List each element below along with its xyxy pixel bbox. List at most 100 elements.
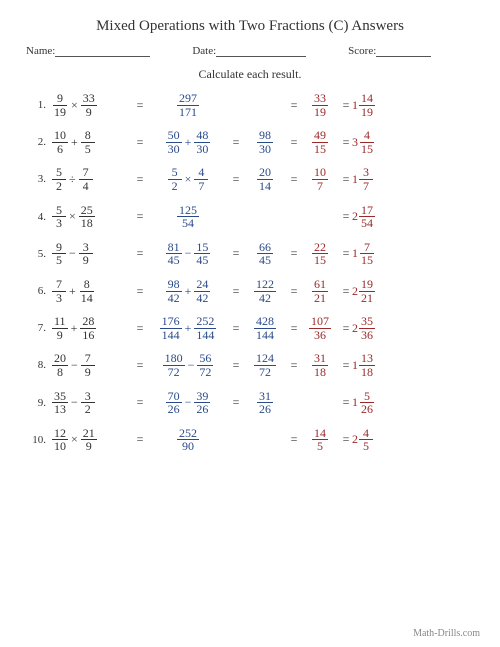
mixed-result: 3415 xyxy=(352,129,392,155)
fraction: 106 xyxy=(52,129,68,155)
fraction: 1754 xyxy=(359,204,375,230)
problem-lhs: 95−39 xyxy=(52,241,134,267)
combined-step: 9830 xyxy=(242,129,288,155)
fraction: 47 xyxy=(194,166,208,192)
fraction: 32 xyxy=(81,390,95,416)
work-step: 9842+2442 xyxy=(146,278,230,304)
problem-number: 6. xyxy=(26,285,52,297)
combined-step: 6645 xyxy=(242,241,288,267)
fraction: 18072 xyxy=(163,352,185,378)
fraction: 1318 xyxy=(359,352,375,378)
problem-number: 8. xyxy=(26,359,52,371)
work-step: 52×47 xyxy=(146,166,230,192)
mixed-result: 1715 xyxy=(352,241,392,267)
date-line xyxy=(216,45,306,57)
work-step: 7026−3926 xyxy=(146,390,230,416)
work-step: 25290 xyxy=(146,427,230,453)
simplified-step: 145 xyxy=(300,427,340,453)
fraction: 10736 xyxy=(309,315,331,341)
date-label: Date: xyxy=(192,45,216,57)
problem-lhs: 73+814 xyxy=(52,278,134,304)
simplified-step: 6121 xyxy=(300,278,340,304)
simplified-step: 3319 xyxy=(300,92,340,118)
fraction: 9830 xyxy=(257,129,273,155)
fraction: 73 xyxy=(52,278,66,304)
fraction: 1419 xyxy=(359,92,375,118)
fraction: 2816 xyxy=(80,315,96,341)
fraction: 45 xyxy=(359,427,373,453)
problem-number: 10. xyxy=(26,434,52,446)
work-step: 18072−5672 xyxy=(146,352,230,378)
fraction: 1921 xyxy=(359,278,375,304)
fraction: 4915 xyxy=(312,129,328,155)
problem-row: 1.919×339=297171=3319=11419 xyxy=(26,92,474,118)
problem-list: 1.919×339=297171=3319=114192.106+85=5030… xyxy=(26,92,474,453)
fraction: 3926 xyxy=(194,390,210,416)
problem-number: 5. xyxy=(26,248,52,260)
fraction: 145 xyxy=(312,427,328,453)
instruction: Calculate each result. xyxy=(26,67,474,82)
work-step: 12554 xyxy=(146,204,230,230)
fraction: 95 xyxy=(52,241,66,267)
fraction: 208 xyxy=(52,352,68,378)
fraction: 2215 xyxy=(312,241,328,267)
fraction: 6645 xyxy=(257,241,273,267)
simplified-step: 2215 xyxy=(300,241,340,267)
fraction: 7026 xyxy=(166,390,182,416)
mixed-result: 11419 xyxy=(352,92,392,118)
name-line xyxy=(55,45,150,57)
fraction: 9842 xyxy=(166,278,182,304)
fraction: 12472 xyxy=(254,352,276,378)
problem-lhs: 106+85 xyxy=(52,129,134,155)
combined-step: 2014 xyxy=(242,166,288,192)
worksheet-title: Mixed Operations with Two Fractions (C) … xyxy=(26,18,474,35)
fraction: 39 xyxy=(79,241,93,267)
fraction: 526 xyxy=(359,390,375,416)
fraction: 715 xyxy=(359,241,375,267)
fraction: 74 xyxy=(79,166,93,192)
problem-row: 10.1210×219=25290=145=245 xyxy=(26,427,474,453)
work-step: 297171 xyxy=(146,92,230,118)
fraction: 119 xyxy=(52,315,68,341)
fraction: 3118 xyxy=(312,352,328,378)
fraction: 2518 xyxy=(79,204,95,230)
mixed-number: 23536 xyxy=(352,315,375,341)
problem-row: 3.52÷74=52×47=2014=107=137 xyxy=(26,166,474,192)
problem-lhs: 3513−32 xyxy=(52,390,134,416)
fraction: 2442 xyxy=(194,278,210,304)
work-step: 8145−1545 xyxy=(146,241,230,267)
combined-step: 12472 xyxy=(242,352,288,378)
fraction: 12554 xyxy=(177,204,199,230)
fraction: 85 xyxy=(81,129,95,155)
problem-row: 4.53×2518=12554=21754 xyxy=(26,204,474,230)
fraction: 3126 xyxy=(257,390,273,416)
fraction: 8145 xyxy=(166,241,182,267)
fraction: 1210 xyxy=(52,427,68,453)
fraction: 3513 xyxy=(52,390,68,416)
problem-number: 2. xyxy=(26,136,52,148)
problem-lhs: 53×2518 xyxy=(52,204,134,230)
simplified-step: 3118 xyxy=(300,352,340,378)
mixed-number: 3415 xyxy=(352,129,375,155)
work-step: 5030+4830 xyxy=(146,129,230,155)
fraction: 1545 xyxy=(194,241,210,267)
problem-number: 4. xyxy=(26,211,52,223)
mixed-result: 21754 xyxy=(352,204,392,230)
fraction: 6121 xyxy=(312,278,328,304)
problem-number: 1. xyxy=(26,99,52,111)
mixed-number: 245 xyxy=(352,427,373,453)
mixed-number: 137 xyxy=(352,166,373,192)
fraction: 252144 xyxy=(194,315,216,341)
mixed-result: 245 xyxy=(352,427,392,453)
name-label: Name: xyxy=(26,45,55,57)
problem-row: 9.3513−32=7026−3926=3126=1526 xyxy=(26,390,474,416)
problem-row: 5.95−39=8145−1545=6645=2215=1715 xyxy=(26,241,474,267)
fraction: 814 xyxy=(79,278,95,304)
mixed-number: 21921 xyxy=(352,278,375,304)
score-label: Score: xyxy=(348,45,376,57)
mixed-number: 11318 xyxy=(352,352,375,378)
combined-step: 3126 xyxy=(242,390,288,416)
fraction: 3319 xyxy=(312,92,328,118)
fraction: 107 xyxy=(312,166,328,192)
mixed-result: 1526 xyxy=(352,390,392,416)
